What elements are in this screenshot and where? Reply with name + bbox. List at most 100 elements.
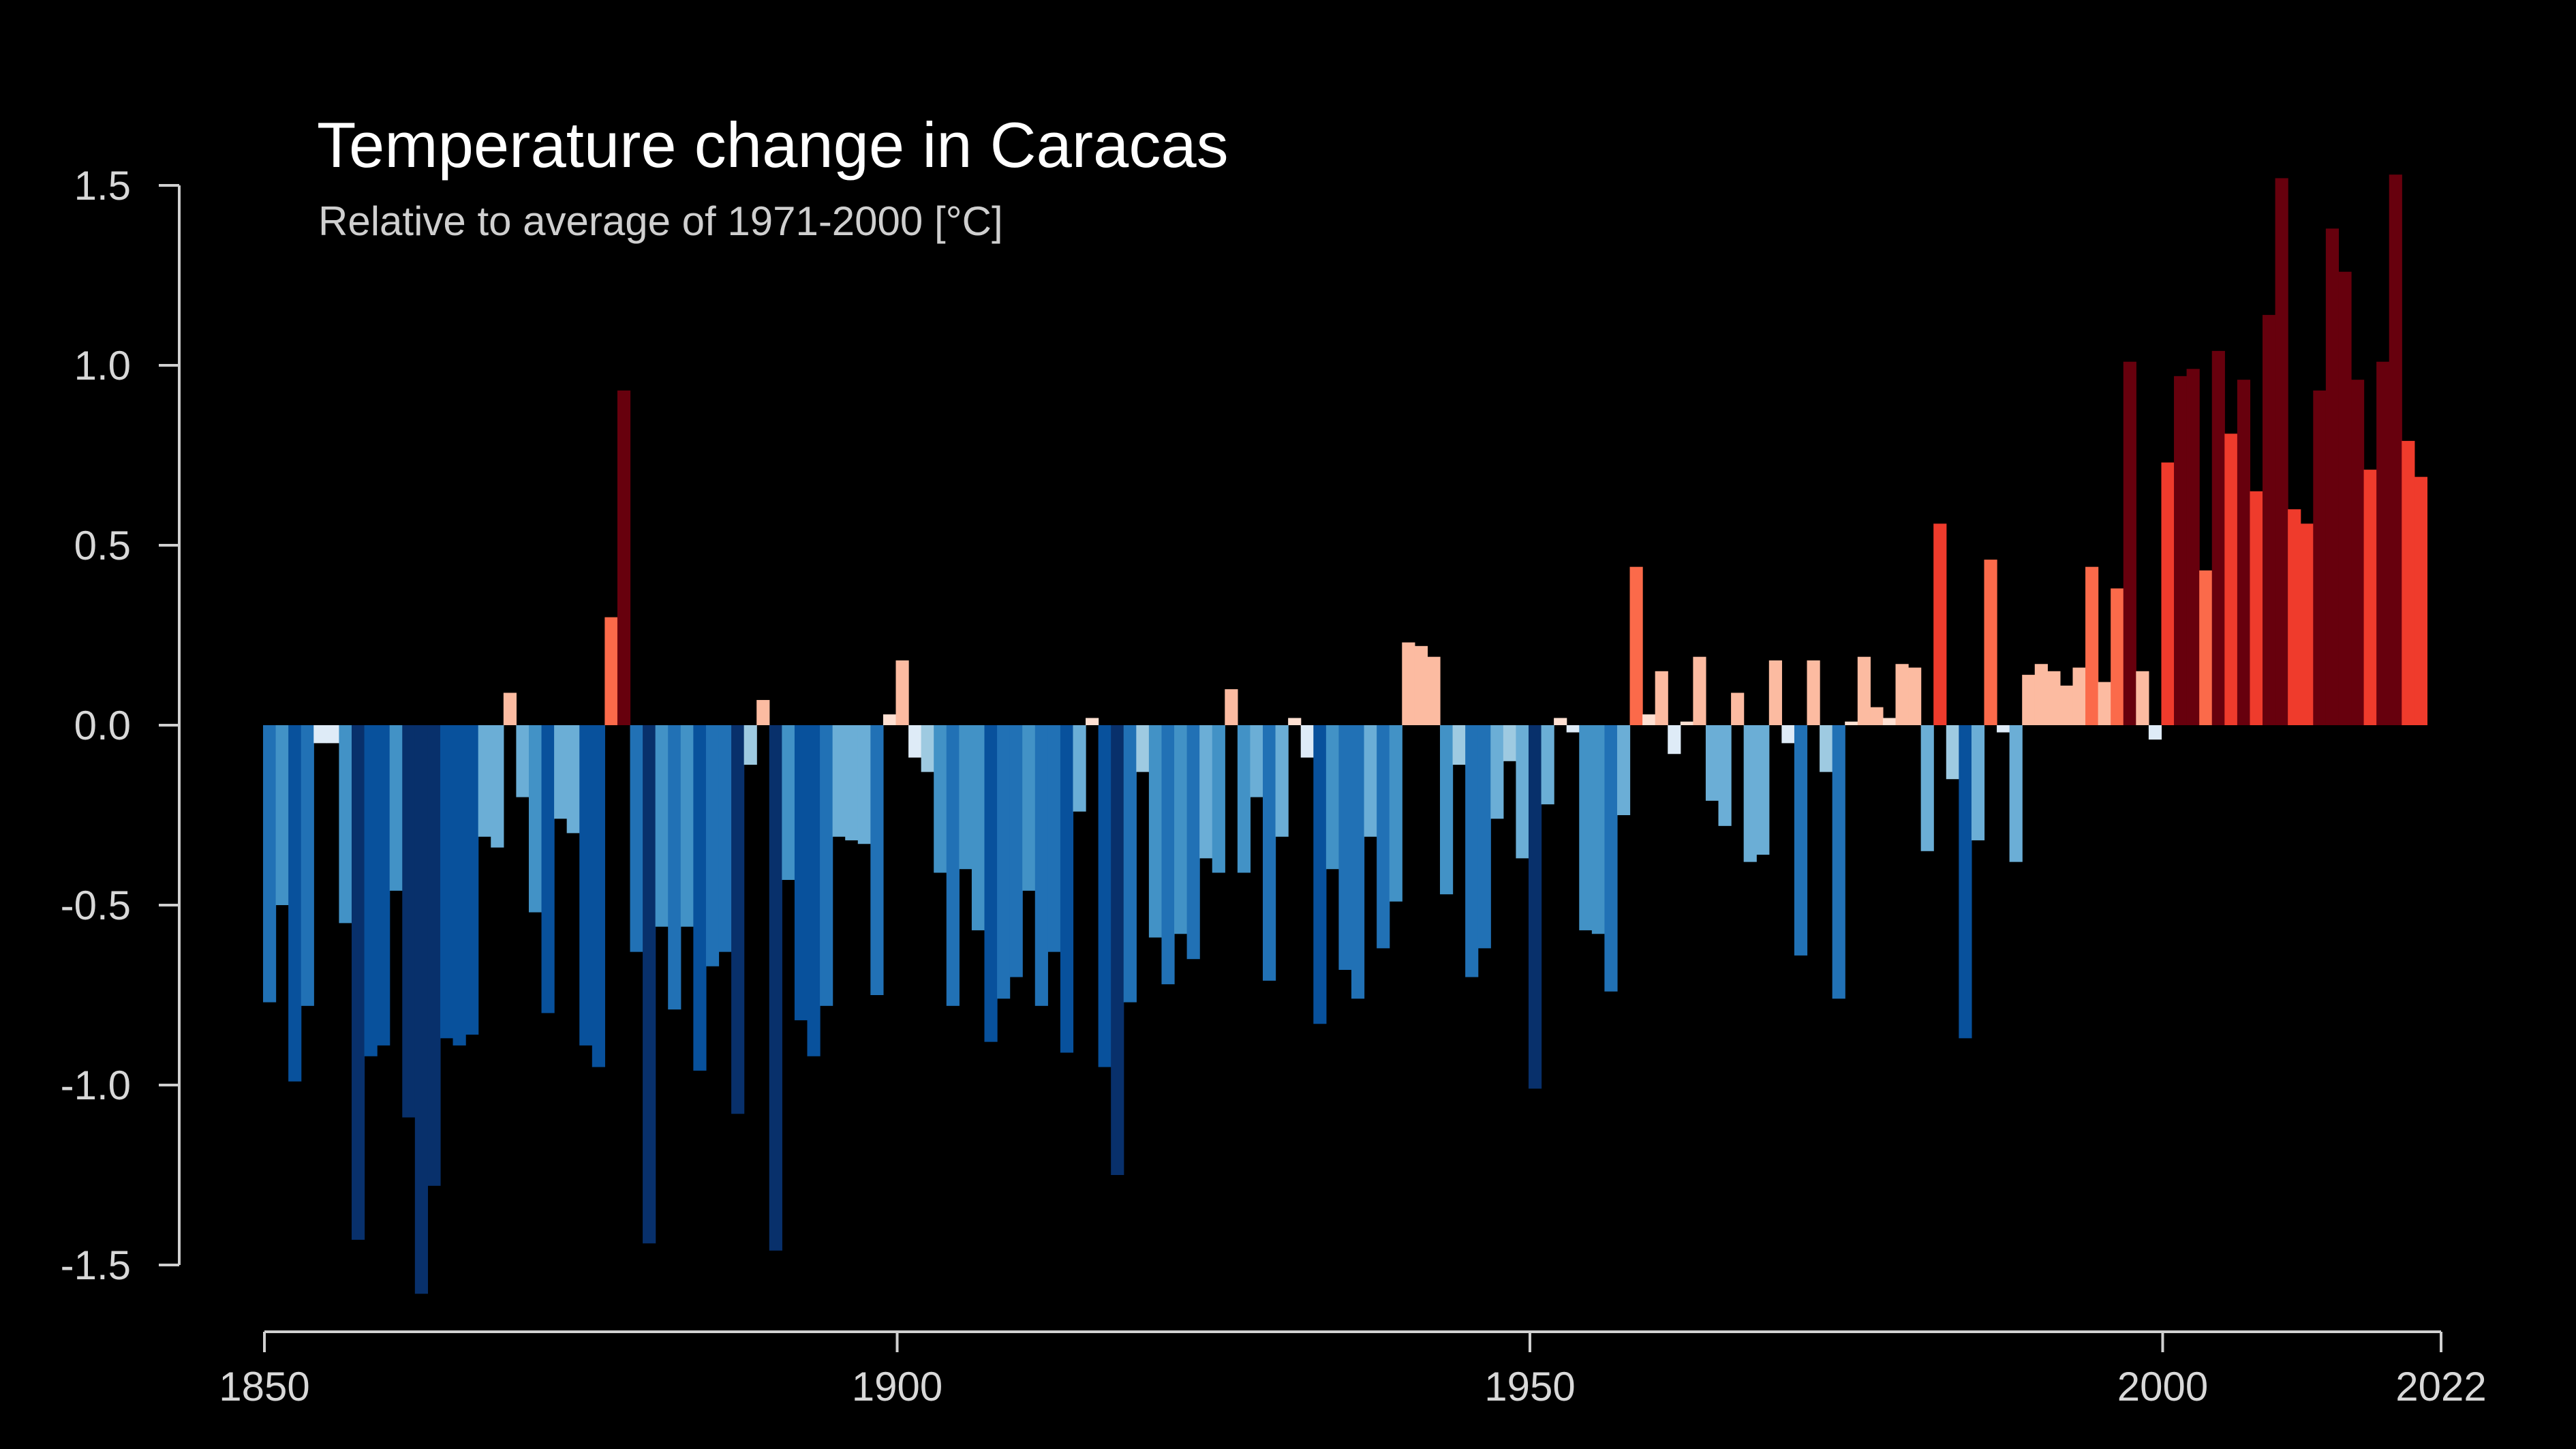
bar-1850 [263,725,277,1003]
bar-1866 [465,725,479,1035]
bar-1985 [1971,725,1985,840]
bar-1957 [1616,725,1631,815]
bar-1857 [351,725,365,1240]
bar-1889 [756,700,770,725]
bar-1878 [617,390,631,725]
bar-1940 [1402,642,1415,725]
bar-1884 [693,725,707,1071]
bar-1898 [870,725,884,995]
bar-1927 [1237,725,1251,873]
bar-1871 [528,725,542,913]
bar-1858 [364,725,378,1056]
bar-1970 [1781,725,1795,744]
bar-1891 [782,725,795,881]
bar-1969 [1768,660,1782,725]
x-tick-label: 1950 [1484,1364,1575,1409]
bar-2020 [2414,476,2428,725]
bar-1875 [579,725,593,1046]
bar-1965 [1718,725,1732,826]
bar-1887 [731,725,745,1114]
bar-1919 [1136,725,1150,772]
bar-1942 [1427,656,1441,725]
bar-1981 [1920,725,1934,851]
y-tick-label: -0.5 [61,883,131,928]
bar-1885 [705,725,720,966]
bar-1980 [1908,667,1922,725]
bar-1918 [1123,725,1137,1003]
bar-1982 [1933,523,1947,725]
bar-1935 [1338,725,1352,971]
bar-1931 [1288,718,1302,725]
bar-1962 [1680,721,1693,725]
bar-1893 [807,725,821,1056]
bar-1881 [655,725,669,927]
bar-2001 [2174,376,2188,725]
bar-1945 [1465,725,1479,977]
bar-1979 [1895,664,1909,725]
bar-2014 [2338,271,2352,726]
bar-1988 [2009,725,2023,862]
bar-1906 [971,725,985,930]
bar-1943 [1439,725,1454,895]
bar-1869 [503,692,517,725]
bar-1974 [1832,725,1845,999]
bar-1950 [1528,725,1542,1089]
bar-2000 [2161,462,2175,725]
bar-1910 [1022,725,1036,891]
bar-1978 [1882,718,1897,725]
bar-1900 [895,660,909,725]
bar-2002 [2186,369,2200,725]
bar-2015 [2351,380,2365,725]
bar-2018 [2389,174,2402,725]
bar-1862 [414,725,429,1294]
bar-1960 [1655,671,1668,725]
x-tick-label: 1850 [219,1364,309,1409]
bar-1901 [908,725,922,758]
bar-1913 [1060,725,1074,1053]
bar-1886 [718,725,732,952]
bar-1865 [453,725,466,1046]
bar-1923 [1186,725,1200,960]
bar-2019 [2402,440,2415,725]
bar-1977 [1870,707,1884,725]
y-tick-label: -1.5 [61,1242,131,1288]
bar-1951 [1541,725,1554,805]
bar-1998 [2136,671,2149,725]
bar-1879 [630,725,643,952]
bar-1863 [427,725,441,1186]
bar-1975 [1845,721,1858,725]
bar-1854 [313,725,327,744]
bar-1899 [883,714,897,725]
bar-1921 [1161,725,1175,985]
bar-1888 [743,725,757,765]
y-tick-label: -1.0 [61,1063,131,1108]
x-tick-label: 2022 [2395,1364,2486,1409]
x-tick-label: 2000 [2117,1364,2208,1409]
bar-1929 [1263,725,1276,981]
bar-1999 [2148,725,2162,740]
bar-2011 [2300,523,2314,725]
bar-1904 [946,725,960,1006]
bar-1976 [1857,656,1871,725]
bar-1876 [592,725,605,1067]
bar-1937 [1364,725,1377,837]
bar-1966 [1731,692,1745,725]
x-axis: 1850 1900 1950 2000 2022 [219,1330,2487,1409]
bar-2009 [2275,178,2288,725]
bar-1949 [1516,725,1529,859]
bar-1890 [769,725,782,1251]
bar-1882 [668,725,681,1010]
bar-1853 [301,725,314,1006]
bar-1909 [1009,725,1023,977]
bar-1908 [997,725,1011,999]
bar-1860 [389,725,403,891]
bar-1961 [1668,725,1681,754]
bar-2005 [2224,433,2238,725]
bar-series [263,174,2428,1294]
bar-1953 [1566,725,1580,733]
bar-1914 [1073,725,1086,812]
bar-2003 [2199,570,2213,725]
bar-1892 [794,725,808,1020]
bar-1864 [440,725,454,1039]
bar-1926 [1225,689,1238,725]
